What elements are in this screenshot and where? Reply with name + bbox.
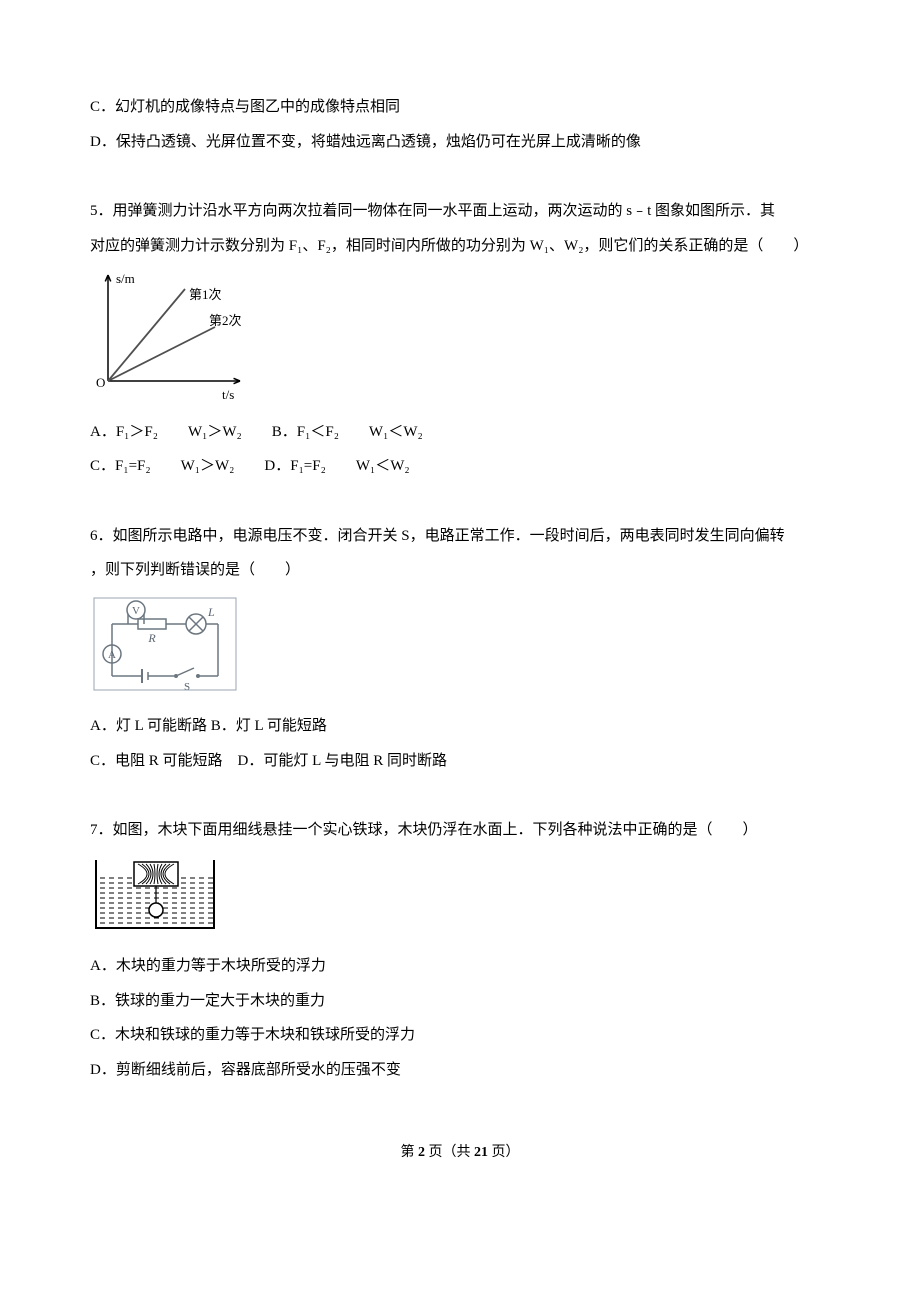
q4-option-d: D．保持凸透镜、光屏位置不变，将蜡烛远离凸透镜，烛焰仍可在光屏上成清晰的像 <box>90 125 830 160</box>
q7-option-a: A．木块的重力等于木块所受的浮力 <box>90 949 830 984</box>
q6-option-d: D．可能灯 L 与电阻 R 同时断路 <box>238 753 447 769</box>
svg-text:t/s: t/s <box>222 387 234 399</box>
spacer <box>90 159 830 194</box>
footer-page-num: 2 <box>418 1145 425 1160</box>
q6-circuit: V R L A S <box>90 594 830 708</box>
svg-text:第2次: 第2次 <box>209 313 242 328</box>
svg-text:V: V <box>132 605 140 617</box>
q6-option-c: C．电阻 R 可能短路 <box>90 753 223 769</box>
svg-text:S: S <box>184 681 190 693</box>
svg-text:第1次: 第1次 <box>189 287 222 302</box>
svg-text:s/m: s/m <box>116 271 135 286</box>
svg-text:L: L <box>207 605 215 619</box>
q6-options-row2: C．电阻 R 可能短路 D．可能灯 L 与电阻 R 同时断路 <box>90 744 830 779</box>
q5-stem-line1: 5．用弹簧测力计沿水平方向两次拉着同一物体在同一水平面上运动，两次运动的 s﹣t… <box>90 194 830 229</box>
footer-suffix: 页） <box>488 1145 520 1160</box>
q5-options-row2: C．F₁=F₂ W₁＞W₂ D．F₁=F₂ W₁＜W₂ <box>90 449 830 484</box>
q5-option-a: A．F₁＞F₂ W₁＞W₂ <box>90 424 242 440</box>
exam-page: C．幻灯机的成像特点与图乙中的成像特点相同 D．保持凸透镜、光屏位置不变，将蜡烛… <box>0 0 920 1229</box>
spacer <box>90 778 830 813</box>
q5-option-c: C．F₁=F₂ W₁＞W₂ <box>90 458 234 474</box>
q6-stem-line1: 6．如图所示电路中，电源电压不变．闭合开关 S，电路正常工作．一段时间后，两电表… <box>90 519 830 554</box>
q5-option-d: D．F₁=F₂ W₁＜W₂ <box>264 458 409 474</box>
q6-stem-line2: ，则下列判断错误的是（ ） <box>90 553 830 588</box>
footer-total: 21 <box>474 1145 488 1160</box>
q7-diagram <box>90 854 830 948</box>
q7-option-c: C．木块和铁球的重力等于木块和铁球所受的浮力 <box>90 1018 830 1053</box>
svg-text:O: O <box>96 375 105 390</box>
q7-option-b: B．铁球的重力一定大于木块的重力 <box>90 984 830 1019</box>
q4-option-c: C．幻灯机的成像特点与图乙中的成像特点相同 <box>90 90 830 125</box>
q5-option-b: B．F₁＜F₂ W₁＜W₂ <box>272 424 423 440</box>
footer-mid: 页（共 <box>425 1145 474 1160</box>
page-footer: 第 2 页（共 21 页） <box>90 1137 830 1169</box>
q5-stem-line2: 对应的弹簧测力计示数分别为 F₁、F₂，相同时间内所做的功分别为 W₁、W₂，则… <box>90 229 830 264</box>
q5-graph: s/m t/s O 第1次第2次 <box>90 269 830 413</box>
q6-option-a: A．灯 L 可能断路 <box>90 718 207 734</box>
q5-options-row1: A．F₁＞F₂ W₁＞W₂ B．F₁＜F₂ W₁＜W₂ <box>90 415 830 450</box>
q6-options-row1: A．灯 L 可能断路 B．灯 L 可能短路 <box>90 709 830 744</box>
footer-prefix: 第 <box>401 1145 419 1160</box>
q7-stem: 7．如图，木块下面用细线悬挂一个实心铁球，木块仍浮在水面上．下列各种说法中正确的… <box>90 813 830 848</box>
q5-graph-svg: s/m t/s O 第1次第2次 <box>90 269 250 399</box>
q7-option-d: D．剪断细线前后，容器底部所受水的压强不变 <box>90 1053 830 1088</box>
spacer <box>90 484 830 519</box>
q6-circuit-svg: V R L A S <box>90 594 240 694</box>
q7-diagram-svg <box>90 854 220 934</box>
svg-text:R: R <box>147 631 156 645</box>
svg-text:A: A <box>108 649 116 661</box>
q6-option-b: B．灯 L 可能短路 <box>211 718 327 734</box>
